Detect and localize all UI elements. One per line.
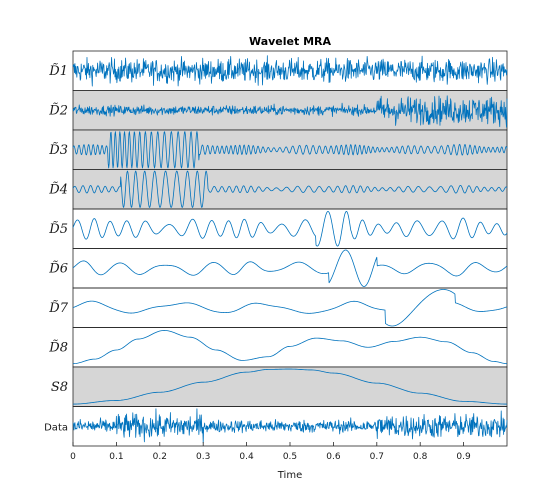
x-tick-label: 0.6 — [326, 452, 341, 462]
row-axes-d8 — [72, 327, 508, 368]
mra-rows: D̃1 D̃2 D̃3 D̃4 D̃5 D̃6 D̃7 D̃8 S8 Data — [44, 50, 508, 447]
series-line-d2 — [72, 95, 508, 128]
row-shading-s8 — [73, 367, 507, 407]
x-tick-label: 0 — [70, 452, 76, 462]
x-tick-label: 0.5 — [283, 452, 297, 462]
row-label-d5: D̃5 — [48, 220, 68, 236]
row-label-s8: S8 — [51, 380, 68, 395]
row-label-data: Data — [44, 422, 68, 433]
series-line-d6 — [72, 249, 508, 287]
row-axes-d7 — [72, 287, 508, 328]
row-axes-d5 — [72, 208, 508, 249]
row-label-d4: D̃4 — [48, 181, 68, 197]
series-line-data — [72, 408, 508, 444]
series-line-d4 — [72, 170, 508, 208]
x-tick-label: 0.7 — [370, 452, 384, 462]
x-tick-label: 0.8 — [413, 452, 428, 462]
series-line-d1 — [72, 55, 508, 87]
x-tick-label: 0.4 — [239, 452, 254, 462]
series-line-d7 — [72, 289, 508, 327]
row-label-d6: D̃6 — [48, 260, 68, 276]
row-label-d8: D̃8 — [48, 339, 68, 355]
series-line-d3 — [72, 131, 508, 169]
row-label-d2: D̃2 — [48, 102, 68, 118]
x-tick-label: 0.3 — [196, 452, 210, 462]
series-line-d5 — [72, 211, 508, 247]
x-tick-label: 0.9 — [456, 452, 471, 462]
series-line-s8 — [72, 368, 508, 405]
row-axes-d6 — [72, 248, 508, 289]
x-axis-label: Time — [277, 470, 302, 481]
x-tick-label: 0.2 — [153, 452, 167, 462]
row-label-d1: D̃1 — [48, 62, 68, 78]
row-shading-d3 — [73, 130, 507, 170]
row-shading-d4 — [73, 169, 507, 209]
row-label-d7: D̃7 — [48, 299, 68, 315]
row-label-d3: D̃3 — [48, 141, 68, 157]
x-axis: 0 0.1 0.2 0.3 0.4 0.5 0.6 0.7 0.8 0.9 — [70, 442, 471, 462]
chart-title: Wavelet MRA — [249, 35, 332, 48]
series-line-d8 — [72, 330, 508, 365]
x-tick-label: 0.1 — [109, 452, 123, 462]
